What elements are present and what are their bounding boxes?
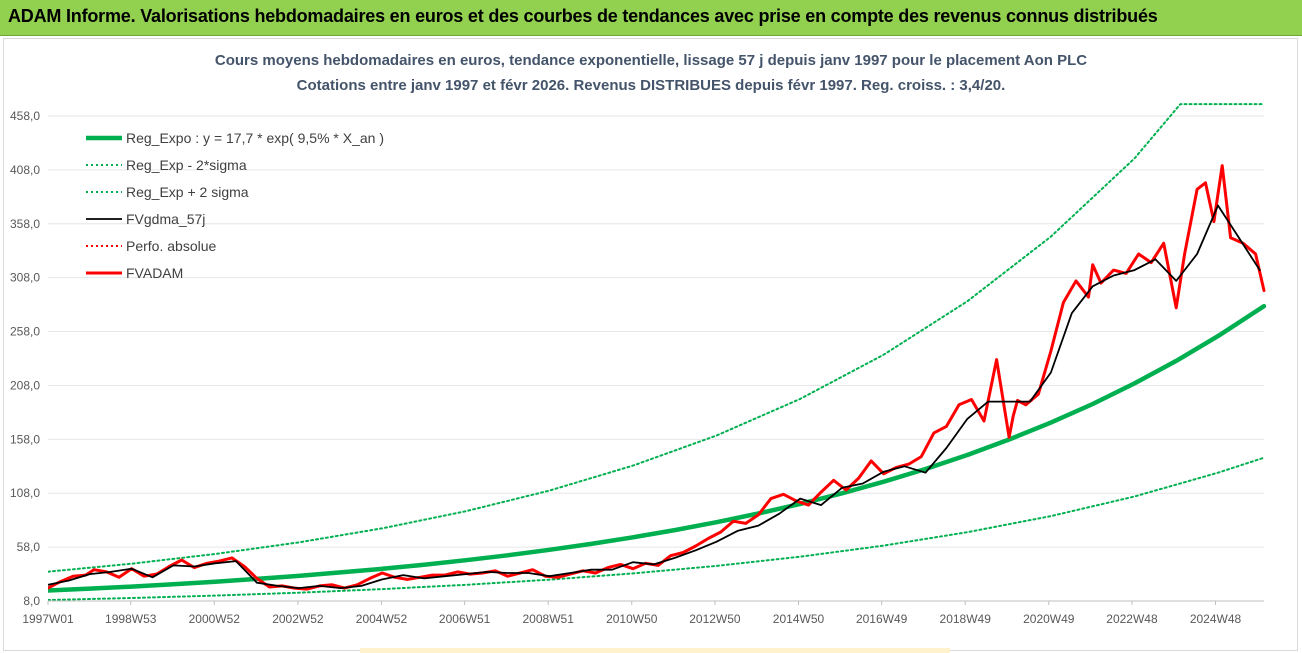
x-tick-label: 2022W48: [1106, 612, 1158, 626]
y-tick-label: 258,0: [10, 325, 40, 339]
chart-axes: 8,0 58,0 108,0 158,0 208,0 258,0 308,0 358,0 408…: [10, 109, 1264, 626]
x-tick-label: 2008W51: [523, 612, 575, 626]
x-tick-label: 1997W01: [22, 612, 74, 626]
series-line-0: [48, 303, 1266, 593]
x-tick-label: 2020W49: [1023, 612, 1075, 626]
legend-entry: FVADAM: [126, 265, 183, 281]
x-tick-label: 2014W50: [773, 612, 825, 626]
y-tick-label: 308,0: [10, 271, 40, 285]
legend-entry: Reg_Exp + 2 sigma: [126, 184, 249, 200]
chart-title: Cours moyens hebdomadaires en euros, ten…: [214, 52, 1088, 69]
y-tick-label: 408,0: [10, 163, 40, 177]
legend-entry: Reg_Expo : y = 17,7 * exp( 9,5% * X_an ): [126, 130, 384, 146]
y-tick-label: 108,0: [10, 486, 40, 500]
x-tick-label: 2010W50: [606, 612, 658, 626]
y-tick-label: 458,0: [10, 109, 40, 123]
series-line-1: [48, 456, 1265, 601]
x-tick-label: 1998W53: [105, 612, 157, 626]
legend-entry: Reg_Exp - 2*sigma: [126, 157, 247, 173]
y-tick-label: 8,0: [23, 594, 40, 608]
x-tick-label: 2002W52: [272, 612, 324, 626]
y-tick-label: 158,0: [10, 432, 40, 446]
x-tick-label: 2016W49: [856, 612, 908, 626]
x-tick-label: 2012W50: [689, 612, 741, 626]
legend-entry: Perfo. absolue: [126, 238, 216, 254]
x-tick-label: 2000W52: [189, 612, 241, 626]
series-line-2: [48, 103, 1265, 573]
chart-legend: Reg_Expo : y = 17,7 * exp( 9,5% * X_an )…: [86, 130, 384, 281]
series-line-5: [48, 164, 1266, 591]
y-tick-label: 358,0: [10, 217, 40, 231]
chart-series: [48, 103, 1266, 601]
x-tick-label: 2024W48: [1190, 612, 1242, 626]
report-banner-title: ADAM Informe. Valorisations hebdomadaire…: [8, 6, 1158, 26]
y-tick-label: 58,0: [17, 540, 41, 554]
x-tick-label: 2006W51: [439, 612, 491, 626]
legend-entry: FVgdma_57j: [126, 211, 205, 227]
bottom-scroll-strip: [360, 648, 950, 653]
series-line-3: [48, 204, 1261, 589]
x-tick-label: 2004W52: [356, 612, 408, 626]
chart-subtitle: Cotations entre janv 1997 et févr 2026. …: [296, 77, 1006, 94]
report-banner: ADAM Informe. Valorisations hebdomadaire…: [0, 0, 1302, 36]
y-tick-label: 208,0: [10, 378, 40, 392]
x-tick-label: 2018W49: [940, 612, 992, 626]
